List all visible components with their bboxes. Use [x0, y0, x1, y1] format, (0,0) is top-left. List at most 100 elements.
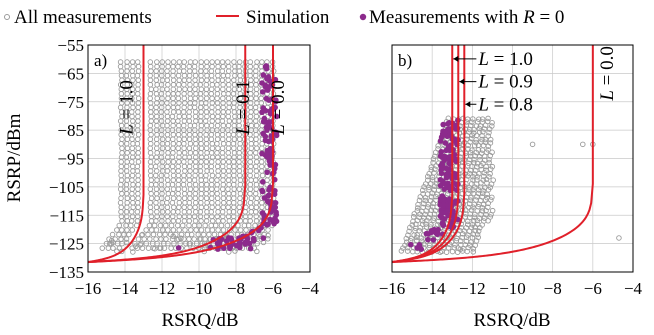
x-tick-label: −14 — [419, 279, 446, 298]
scatter-point-all — [129, 172, 136, 179]
scatter-point-all — [181, 91, 187, 97]
scatter-point-all — [209, 95, 215, 102]
scatter-point-all — [198, 140, 204, 147]
scatter-point-all — [231, 145, 237, 152]
scatter-point-all — [198, 218, 204, 224]
scatter-point-all — [118, 248, 125, 255]
scatter-point-all — [253, 140, 259, 147]
scatter-point-all — [463, 234, 470, 240]
scatter-point-all — [170, 95, 176, 102]
scatter-point-all — [130, 181, 136, 188]
scatter-point-all — [220, 72, 227, 79]
y-tick-label: −125 — [49, 235, 84, 254]
scatter-point-all — [236, 159, 242, 165]
scatter-point-all — [148, 154, 155, 161]
scatter-point-all — [473, 197, 479, 203]
scatter-point-all — [203, 195, 210, 201]
x-tick-label: −10 — [499, 279, 526, 298]
scatter-point-all — [198, 159, 204, 165]
scatter-point-all — [187, 68, 193, 74]
scatter-point-all — [164, 172, 170, 179]
scatter-point-all — [209, 195, 215, 201]
scatter-point-all — [198, 59, 204, 65]
scatter-point-all — [186, 241, 193, 247]
scatter-point-all — [159, 145, 166, 152]
scatter-point-all — [203, 190, 210, 197]
scatter-point-all — [171, 204, 177, 211]
scatter-point-r0 — [272, 200, 279, 206]
scatter-point-all — [164, 204, 171, 211]
scatter-point-all — [192, 159, 199, 165]
scatter-point-all — [214, 195, 221, 201]
scatter-point-all — [208, 72, 215, 79]
scatter-point-all — [164, 186, 170, 192]
scatter-point-all — [192, 200, 199, 206]
scatter-point-all — [147, 136, 154, 142]
scatter-point-all — [215, 118, 221, 124]
scatter-point-all — [158, 81, 165, 88]
scatter-point-all — [158, 118, 165, 124]
scatter-point-all — [150, 231, 157, 238]
scatter-point-r0 — [445, 184, 451, 191]
scatter-point-all — [119, 190, 125, 197]
scatter-point-all — [208, 136, 215, 142]
scatter-point-all — [237, 177, 244, 183]
scatter-point-all — [226, 195, 232, 201]
scatter-point-all — [170, 227, 177, 233]
scatter-point-all — [470, 204, 476, 210]
scatter-point-all — [147, 81, 154, 88]
scatter-point-all — [192, 95, 199, 102]
x-tick-label: −16 — [75, 279, 102, 298]
scatter-point-all — [198, 195, 204, 201]
scatter-point-all — [165, 91, 171, 97]
scatter-point-all — [219, 59, 226, 65]
scatter-point-all — [147, 63, 154, 70]
scatter-point-all — [148, 177, 155, 183]
scatter-point-all — [225, 213, 232, 220]
scatter-point-all — [225, 68, 232, 74]
scatter-point-r0 — [432, 229, 439, 236]
legend-label-r0: Measurements with R = 0 — [369, 7, 564, 28]
scatter-point-all — [430, 156, 437, 162]
scatter-point-all — [186, 218, 193, 224]
scatter-point-all — [197, 163, 203, 170]
scatter-point-all — [404, 248, 411, 254]
scatter-point-all — [165, 209, 171, 215]
scatter-point-all — [175, 109, 182, 115]
scatter-point-all — [482, 136, 489, 143]
scatter-point-all — [148, 227, 155, 233]
scatter-point-all — [209, 59, 215, 65]
scatter-point-r0 — [259, 187, 265, 194]
scatter-point-all — [148, 190, 154, 197]
scatter-point-all — [153, 227, 160, 233]
scatter-point-all — [204, 113, 210, 120]
scatter-point-all — [209, 100, 216, 106]
scatter-point-all — [129, 190, 135, 197]
scatter-point-all — [220, 81, 226, 88]
scatter-point-all — [236, 154, 243, 161]
scatter-point-all — [186, 131, 193, 138]
scatter-point-all — [134, 59, 141, 65]
scatter-point-all — [486, 126, 493, 132]
scatter-point-all — [188, 227, 194, 233]
scatter-point-all — [221, 91, 227, 97]
scatter-point-all — [158, 109, 165, 115]
scatter-point-all — [182, 154, 188, 161]
scatter-point-all — [169, 200, 176, 206]
scatter-point-all — [169, 154, 176, 161]
scatter-point-all — [252, 222, 258, 229]
scatter-point-all — [154, 63, 160, 70]
scatter-point-all — [153, 236, 159, 242]
scatter-point-all — [192, 190, 199, 197]
scatter-point-all — [220, 154, 226, 161]
scatter-point-all — [247, 181, 254, 188]
scatter-point-all — [253, 204, 260, 211]
curve-label: L = 1.0 — [116, 80, 137, 136]
scatter-point-all — [124, 200, 130, 206]
scatter-point-all — [148, 195, 155, 201]
scatter-point-all — [139, 231, 146, 238]
scatter-point-all — [208, 86, 215, 93]
scatter-point-all — [175, 168, 182, 174]
scatter-point-all — [232, 68, 238, 74]
scatter-point-all — [148, 172, 154, 179]
